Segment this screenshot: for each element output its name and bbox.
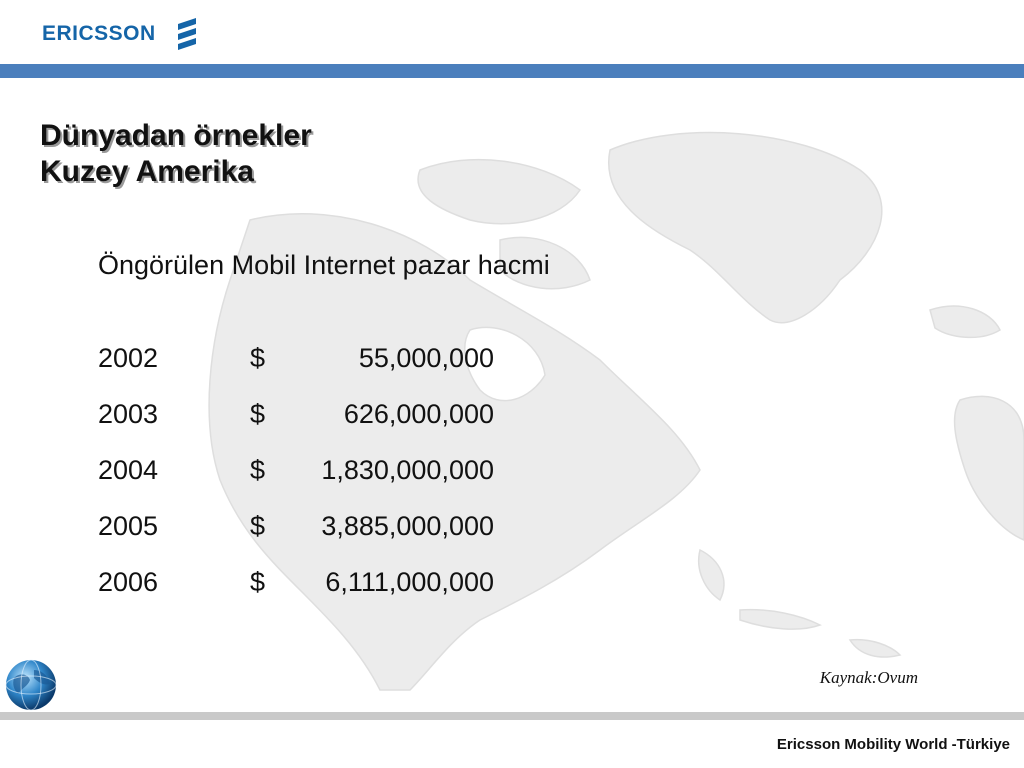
amount-value: 6,111,000,000 xyxy=(325,566,494,597)
amount-value: 1,830,000,000 xyxy=(321,454,494,485)
year-cell: 2006 xyxy=(98,566,159,597)
value-cell: $ 3,885,000,000 xyxy=(250,511,494,542)
logo-text: ERICSSON xyxy=(42,22,156,45)
currency-symbol: $ xyxy=(250,342,266,373)
source-note: Kaynak:Ovum xyxy=(819,668,918,687)
year-cell: 2002 xyxy=(98,342,159,373)
value-cell: $ 1,830,000,000 xyxy=(250,455,494,486)
amount-value: 55,000,000 xyxy=(358,342,494,373)
title-line-2: Kuzey Amerika xyxy=(40,155,254,188)
amount-value: 3,885,000,000 xyxy=(321,510,494,541)
year-cell: 2004 xyxy=(98,454,159,485)
year-cell: 2003 xyxy=(98,398,159,429)
slide-subtitle: Öngörülen Mobil Internet pazar hacmi xyxy=(98,250,550,280)
world-map-watermark xyxy=(208,131,1024,691)
table-row: 2002 $ 55,000,000 xyxy=(98,330,494,386)
ericsson-stripes-icon xyxy=(177,18,196,50)
value-cell: $ 6,111,000,000 xyxy=(250,567,494,598)
globe-icon xyxy=(5,659,57,711)
table-row: 2004 $ 1,830,000,000 xyxy=(98,442,494,498)
title-line-1: Dünyadan örnekler xyxy=(40,119,312,152)
currency-symbol: $ xyxy=(250,510,266,541)
value-cell: $ 55,000,000 xyxy=(250,343,494,374)
footer-divider xyxy=(0,712,1024,720)
table-row: 2005 $ 3,885,000,000 xyxy=(98,498,494,554)
ericsson-logo: ERICSSON xyxy=(42,14,200,54)
value-cell: $ 626,000,000 xyxy=(250,399,494,430)
amount-value: 626,000,000 xyxy=(343,398,494,429)
table-row: 2006 $ 6,111,000,000 xyxy=(98,554,494,610)
table-row: 2003 $ 626,000,000 xyxy=(98,386,494,442)
currency-symbol: $ xyxy=(250,454,266,485)
footer-text: Ericsson Mobility World -Türkiye xyxy=(776,736,1010,753)
slide-title: Dünyadan örnekler Kuzey Amerika xyxy=(40,118,312,190)
currency-symbol: $ xyxy=(250,398,266,429)
market-volume-table: 2002 $ 55,000,000 2003 $ 626,000,000 200… xyxy=(98,330,494,610)
year-cell: 2005 xyxy=(98,510,159,541)
currency-symbol: $ xyxy=(250,566,266,597)
header-accent-bar xyxy=(0,64,1024,78)
